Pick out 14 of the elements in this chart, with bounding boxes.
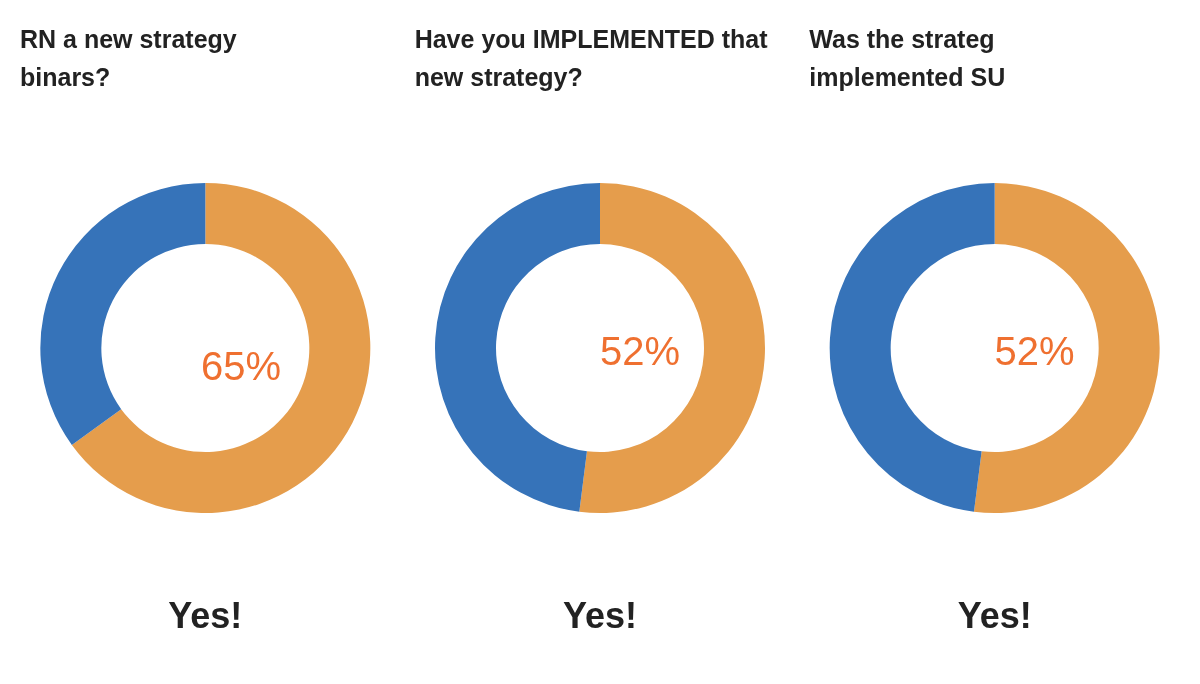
data-label: 65%	[200, 344, 281, 389]
donut-slice	[829, 183, 995, 512]
slice-label: Yes!	[957, 595, 1032, 636]
chart-title: Was the strateg implemented SU	[809, 25, 1006, 91]
chart-title: RN a new strategy binars?	[20, 25, 237, 91]
slice-label: Yes!	[168, 595, 243, 636]
donut-slice	[579, 183, 765, 513]
data-label: 52%	[994, 328, 1075, 373]
donut-slice	[973, 183, 1160, 513]
data-label: 52%	[599, 328, 680, 373]
donut-slice	[71, 183, 371, 513]
chart-title: Have you IMPLEMENTED that new strategy?	[414, 25, 769, 91]
slice-label: Yes!	[562, 595, 638, 636]
donut-slice	[435, 183, 600, 512]
